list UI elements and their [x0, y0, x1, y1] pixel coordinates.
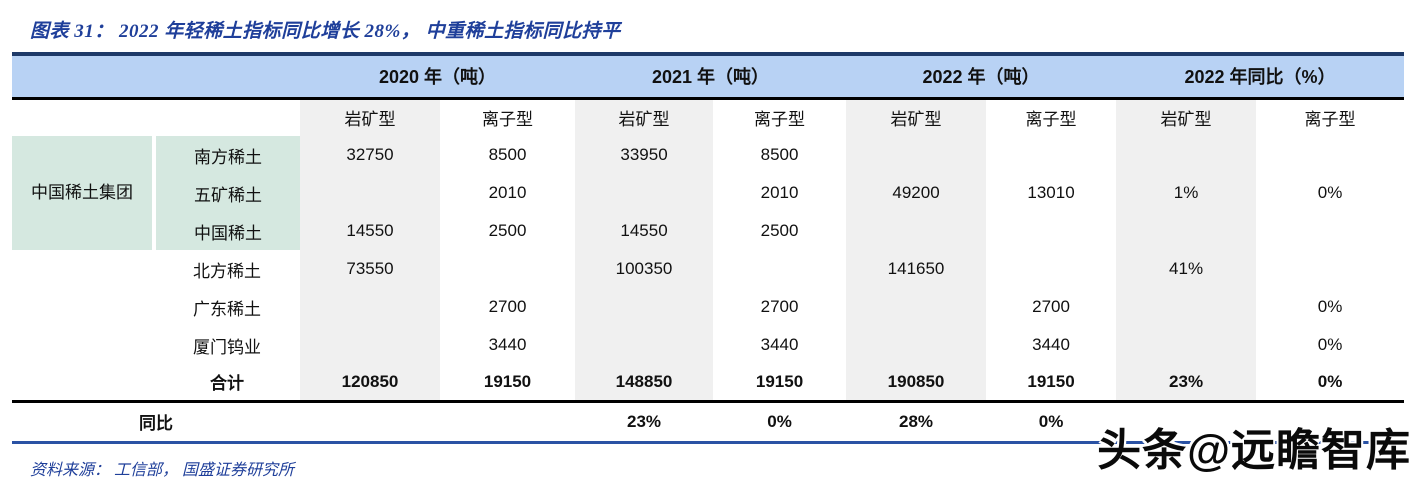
data-cell: 141650	[846, 250, 987, 288]
data-cell: 148850	[575, 364, 714, 403]
data-cell: 0%	[1317, 335, 1343, 354]
subheader-rock: 岩矿型	[300, 98, 440, 136]
row-name: 厦门钨业	[193, 337, 261, 357]
data-cell	[440, 401, 575, 441]
table-yoy-row: 同比 23% 0% 28% 0%	[12, 401, 1404, 441]
row-name: 合计	[154, 364, 300, 403]
row-name: 五矿稀土	[154, 174, 300, 212]
data-cell: 3440	[760, 335, 799, 354]
table-header-row: 2020 年（吨） 2021 年（吨） 2022 年（吨） 2022 年同比（%…	[12, 56, 1405, 100]
data-cell	[713, 250, 846, 288]
table-row: 厦门钨业 3440 3440 3440 0%	[12, 326, 1404, 364]
data-cell: 0%	[767, 411, 792, 431]
data-cell	[846, 288, 987, 326]
data-cell: 23%	[627, 411, 662, 431]
subheader-ion: 离子型	[754, 110, 806, 130]
source-note: 资料来源： 工信部， 国盛证券研究所	[30, 462, 295, 479]
data-cell	[300, 326, 440, 364]
header-yoy-2022: 2022 年同比（%）	[1116, 56, 1405, 100]
data-cell: 73550	[300, 250, 440, 288]
header-2022: 2022 年（吨）	[846, 56, 1117, 100]
data-cell	[300, 288, 440, 326]
data-cell-merged: 0%	[1317, 183, 1343, 202]
data-cell: 2500	[488, 221, 527, 240]
row-name: 南方稀土	[154, 136, 300, 174]
subheader-ion: 离子型	[482, 110, 533, 130]
data-cell: 2700	[488, 297, 527, 316]
data-cell	[440, 250, 575, 288]
subheader-spacer	[12, 98, 300, 136]
data-cell	[1116, 326, 1257, 364]
data-cell: 2010	[488, 183, 527, 202]
subheader-ion: 离子型	[1025, 110, 1077, 130]
data-cell	[846, 326, 987, 364]
data-cell: 190850	[846, 364, 987, 403]
data-cell	[1116, 288, 1257, 326]
group-spacer-cell	[12, 250, 154, 288]
data-cell	[575, 326, 714, 364]
data-cell: 2500	[760, 221, 799, 240]
subheader-ion: 离子型	[1304, 110, 1356, 130]
data-cell: 120850	[300, 364, 440, 403]
data-cell	[986, 250, 1116, 288]
subheader-rock: 岩矿型	[1116, 98, 1257, 136]
data-cell: 19150	[986, 364, 1117, 403]
data-cell: 0%	[1256, 364, 1405, 403]
subheader-rock: 岩矿型	[846, 98, 987, 136]
data-cell: 33950	[575, 136, 714, 174]
table-row: 中国稀土 14550 2500 14550 2500	[12, 212, 1404, 250]
data-cell	[300, 174, 440, 212]
data-cell: 3440	[1032, 335, 1070, 354]
subheader-rock: 岩矿型	[575, 98, 714, 136]
watermark: 头条@远瞻智库	[1097, 426, 1411, 475]
data-cell-merged: 1%	[1116, 136, 1257, 250]
data-cell	[575, 288, 714, 326]
table-total-row: 合计 120850 19150 148850 19150 190850 1915…	[12, 364, 1405, 403]
data-cell-merged: 49200	[846, 136, 987, 250]
table-row: 北方稀土 73550 100350 141650 41%	[12, 250, 1404, 288]
data-cell: 8500	[488, 145, 527, 164]
data-cell: 32750	[300, 136, 440, 174]
data-cell: 41%	[1116, 250, 1257, 288]
table-row: 广东稀土 2700 2700 2700 0%	[12, 288, 1404, 326]
row-name: 中国稀土	[154, 212, 300, 250]
data-cell	[300, 401, 440, 441]
table-subheader-row: 岩矿型 离子型 岩矿型 离子型 岩矿型 离子型 岩矿型 离子型	[12, 98, 1404, 136]
data-cell: 100350	[575, 250, 714, 288]
data-cell: 19150	[440, 364, 576, 403]
header-2021: 2021 年（吨）	[575, 56, 847, 100]
table-row: 中国稀土集团 南方稀土 32750 8500 33950 8500 49200 …	[12, 136, 1404, 250]
data-cell: 0%	[1038, 411, 1064, 431]
row-name: 北方稀土	[193, 261, 261, 281]
data-cell: 2700	[1032, 297, 1070, 316]
group-spacer-cell	[12, 364, 154, 403]
data-cell: 19150	[713, 364, 847, 403]
data-table: 2020 年（吨） 2021 年（吨） 2022 年（吨） 2022 年同比（%…	[12, 52, 1405, 444]
data-cell: 14550	[300, 212, 440, 250]
data-cell: 0%	[1317, 297, 1343, 316]
data-cell-merged: 13010	[1027, 183, 1075, 202]
data-cell: 28%	[899, 411, 934, 431]
data-cell: 2700	[760, 297, 799, 316]
data-cell	[575, 174, 714, 212]
group-spacer-cell	[12, 288, 154, 326]
row-name: 广东稀土	[193, 299, 261, 319]
header-spacer	[12, 56, 300, 100]
row-name: 同比	[139, 414, 173, 434]
data-cell	[1256, 250, 1404, 288]
figure-title: 图表 31： 2022 年轻稀土指标同比增长 28%， 中重稀土指标同比持平	[30, 21, 621, 42]
data-cell: 3440	[488, 335, 527, 354]
data-cell: 14550	[575, 212, 714, 250]
group-label-cell: 中国稀土集团	[12, 136, 156, 250]
data-cell: 8500	[760, 145, 799, 164]
data-cell: 23%	[1116, 364, 1257, 403]
table-row: 五矿稀土 2010 2010	[12, 174, 1404, 212]
header-2020: 2020 年（吨）	[300, 56, 576, 100]
group-spacer-cell	[12, 326, 154, 364]
data-cell: 2010	[760, 183, 799, 202]
